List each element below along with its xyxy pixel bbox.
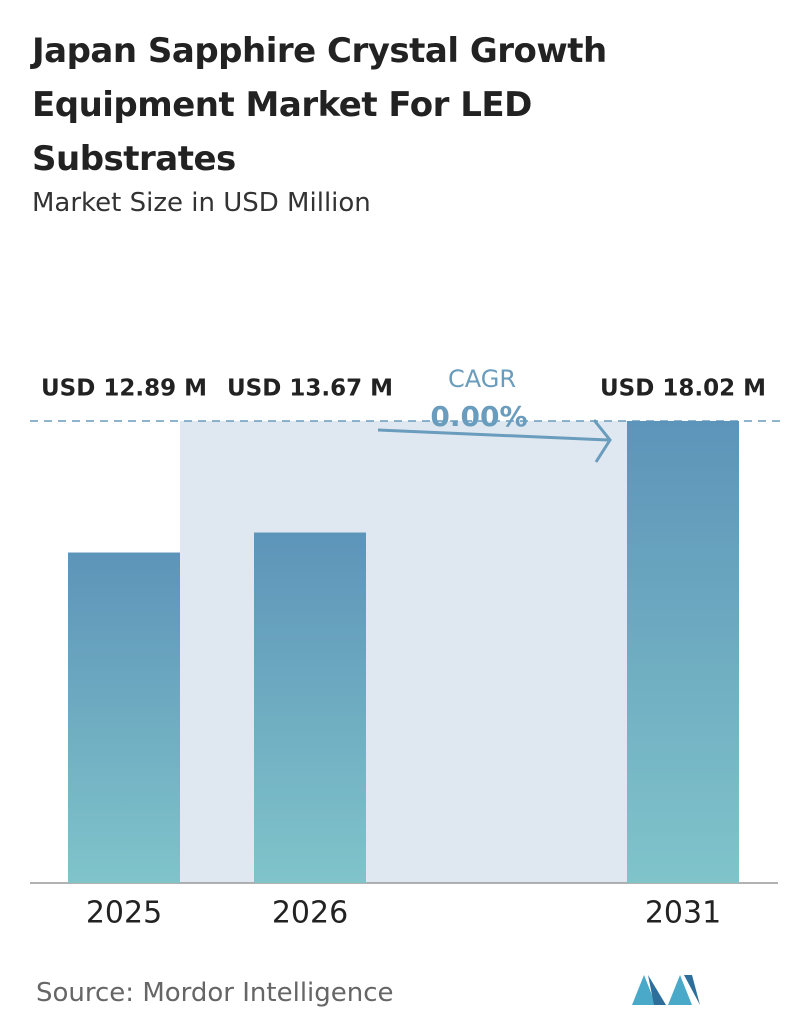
x-tick-label: 2025 — [86, 896, 162, 931]
bar — [254, 532, 366, 883]
cagr-value: 0.00% — [430, 400, 527, 433]
bar — [68, 552, 180, 883]
chart-title: Japan Sapphire Crystal Growth Equipment … — [32, 31, 607, 179]
x-tick-label: 2031 — [645, 896, 721, 931]
chart-subtitle: Market Size in USD Million — [32, 188, 371, 218]
cagr-arrow — [377, 419, 612, 463]
value-label: USD 13.67 M — [227, 376, 393, 402]
background-band — [180, 421, 627, 883]
x-tick-label: 2026 — [272, 896, 348, 931]
source: Source: Mordor Intelligence — [36, 978, 394, 1008]
cagr-label: CAGR — [448, 365, 516, 393]
bar — [627, 421, 739, 883]
logo — [632, 975, 700, 1005]
value-label: USD 12.89 M — [41, 376, 207, 402]
value-label: USD 18.02 M — [600, 376, 766, 402]
